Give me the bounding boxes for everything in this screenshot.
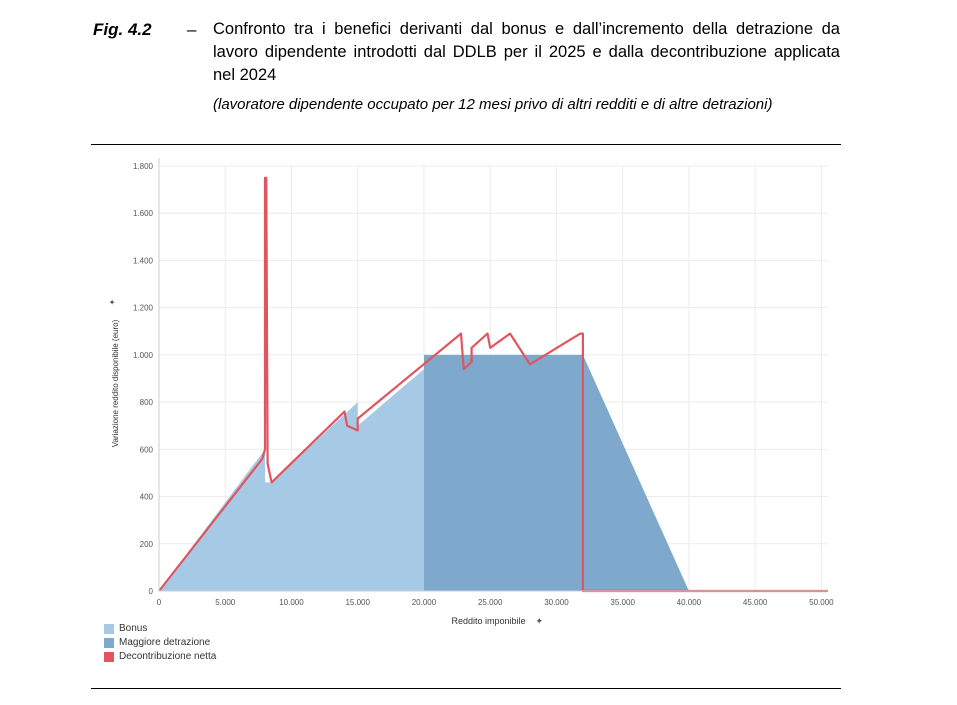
- y-tick-label: 1.000: [133, 351, 154, 360]
- legend-item-maggiore-detrazione: Maggiore detrazione: [104, 636, 216, 650]
- pin-icon: ✦: [108, 299, 117, 306]
- legend: Bonus Maggiore detrazione Decontribuzion…: [104, 622, 216, 664]
- legend-swatch: [104, 624, 114, 634]
- x-axis-title: Reddito imponibile: [451, 616, 525, 626]
- x-tick-label: 5.000: [215, 598, 236, 607]
- x-tick-label: 0: [157, 598, 162, 607]
- x-tick-label: 20.000: [412, 598, 437, 607]
- figure-title: Confronto tra i benefici derivanti dal b…: [213, 20, 840, 84]
- legend-item-bonus: Bonus: [104, 622, 216, 636]
- legend-label: Bonus: [119, 623, 148, 634]
- x-tick-label: 45.000: [743, 598, 768, 607]
- chart: 0 200 400 600 800 1.000 1.200 1.400 1.600 1.800 0 5…: [91, 148, 841, 628]
- legend-swatch: [104, 652, 114, 662]
- legend-label: Maggiore detrazione: [119, 637, 211, 648]
- legend-swatch: [104, 638, 114, 648]
- x-tick-label: 30.000: [544, 598, 569, 607]
- figure-dash: –: [187, 20, 197, 39]
- figure-subtitle: (lavoratore dipendente occupato per 12 m…: [213, 96, 773, 113]
- x-tick-label: 25.000: [478, 598, 503, 607]
- y-tick-label: 1.800: [133, 162, 154, 171]
- line-2: [158, 176, 828, 593]
- y-tick-label: 1.200: [133, 304, 154, 313]
- y-tick-label: 1.600: [133, 209, 154, 218]
- y-tick-label: 200: [140, 540, 154, 549]
- area-1: [424, 354, 689, 591]
- bottom-rule: [91, 688, 841, 689]
- pin-icon: ✦: [536, 616, 544, 626]
- figure-label: Fig. 4.2: [93, 20, 152, 39]
- y-tick-label: 400: [140, 493, 154, 502]
- x-tick-label: 10.000: [279, 598, 304, 607]
- top-rule: [91, 144, 841, 145]
- x-tick-label: 40.000: [677, 598, 702, 607]
- y-tick-label: 600: [140, 445, 154, 454]
- y-tick-label: 0: [149, 587, 154, 596]
- x-tick-label: 50.000: [809, 598, 834, 607]
- legend-item-decontribuzione-netta: Decontribuzione netta: [104, 650, 216, 664]
- axes: 0 200 400 600 800 1.000 1.200 1.400 1.600 1.800 0 5…: [133, 158, 834, 607]
- y-tick-label: 800: [140, 398, 154, 407]
- y-tick-label: 1.400: [133, 256, 154, 265]
- legend-label: Decontribuzione netta: [119, 651, 217, 662]
- area-0: [159, 369, 424, 591]
- x-tick-label: 35.000: [610, 598, 635, 607]
- area-series: [159, 354, 689, 591]
- line-series: [158, 176, 828, 593]
- x-tick-label: 15.000: [345, 598, 370, 607]
- y-axis-title: Variazione reddito disponibile (euro): [111, 319, 120, 447]
